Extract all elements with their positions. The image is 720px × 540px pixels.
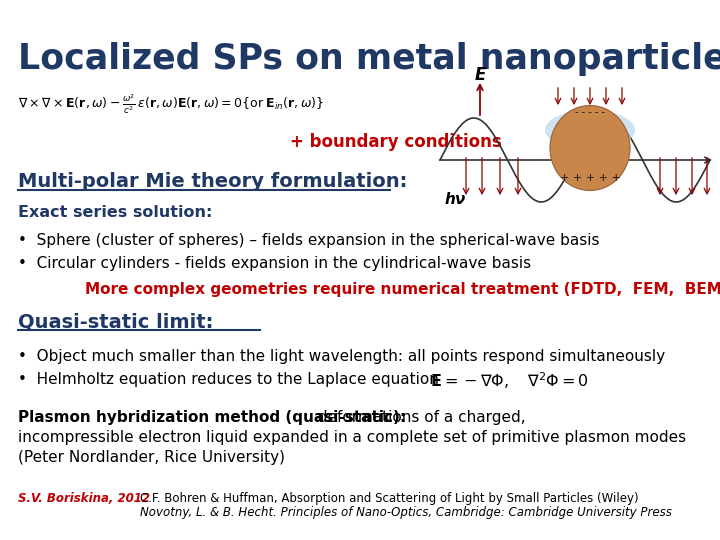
Text: •  Helmholtz equation reduces to the Laplace equation: • Helmholtz equation reduces to the Lapl… bbox=[18, 372, 439, 387]
Bar bbox=[430, 65, 715, 250]
Text: + + + + +: + + + + + bbox=[559, 173, 621, 183]
Text: $\mathbf{E} = -\nabla\Phi,\quad \nabla^2\Phi = 0$: $\mathbf{E} = -\nabla\Phi,\quad \nabla^2… bbox=[430, 370, 589, 391]
Text: Novotny, L. & B. Hecht. Principles of Nano-Optics, Cambridge: Cambridge Universi: Novotny, L. & B. Hecht. Principles of Na… bbox=[140, 506, 672, 519]
Text: •  Object much smaller than the light wavelength: all points respond simultaneou: • Object much smaller than the light wav… bbox=[18, 349, 665, 364]
Text: More complex geometries require numerical treatment (FDTD,  FEM,  BEM …): More complex geometries require numerica… bbox=[85, 282, 720, 297]
Text: - - - - -: - - - - - bbox=[575, 107, 605, 117]
Text: •  Sphere (cluster of spheres) – fields expansion in the spherical-wave basis: • Sphere (cluster of spheres) – fields e… bbox=[18, 233, 600, 248]
Text: Quasi-static limit:: Quasi-static limit: bbox=[18, 312, 213, 331]
Text: Plasmon hybridization method (quasi-static):: Plasmon hybridization method (quasi-stat… bbox=[18, 410, 406, 425]
Text: C.F. Bohren & Huffman, Absorption and Scattering of Light by Small Particles (Wi: C.F. Bohren & Huffman, Absorption and Sc… bbox=[140, 492, 639, 505]
Text: Exact series solution:: Exact series solution: bbox=[18, 205, 212, 220]
Ellipse shape bbox=[550, 105, 630, 191]
Text: •  Circular cylinders - fields expansion in the cylindrical-wave basis: • Circular cylinders - fields expansion … bbox=[18, 256, 531, 271]
Text: S.V. Boriskina, 2012: S.V. Boriskina, 2012 bbox=[18, 492, 150, 505]
Text: $\nabla\times\nabla\times\mathbf{E}(\mathbf{r},\omega) - \frac{\omega^2}{c^2}\,\: $\nabla\times\nabla\times\mathbf{E}(\mat… bbox=[18, 92, 324, 116]
Text: incompressible electron liquid expanded in a complete set of primitive plasmon m: incompressible electron liquid expanded … bbox=[18, 430, 686, 445]
Text: + boundary conditions: + boundary conditions bbox=[290, 133, 502, 151]
Text: Localized SPs on metal nanoparticles: Localized SPs on metal nanoparticles bbox=[18, 42, 720, 76]
Text: deformations of a charged,: deformations of a charged, bbox=[308, 410, 526, 425]
Text: (Peter Nordlander, Rice University): (Peter Nordlander, Rice University) bbox=[18, 450, 285, 465]
Text: E: E bbox=[474, 66, 486, 84]
Text: Multi-polar Mie theory formulation:: Multi-polar Mie theory formulation: bbox=[18, 172, 408, 191]
Text: hν: hν bbox=[444, 192, 466, 207]
Ellipse shape bbox=[545, 110, 635, 150]
